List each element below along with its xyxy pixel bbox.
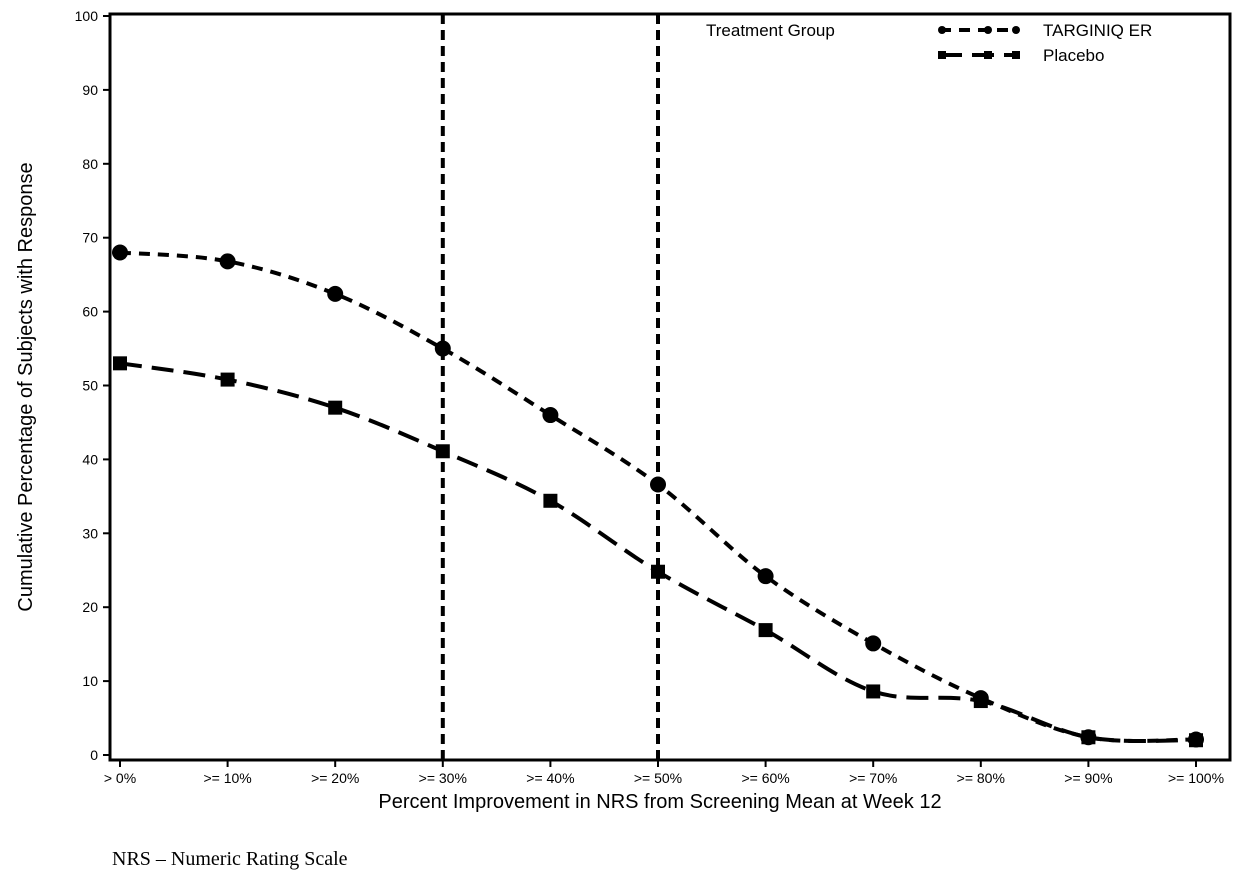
data-point: [112, 244, 128, 261]
x-tick-label: >= 70%: [849, 770, 897, 786]
data-point: [757, 568, 774, 585]
x-tick-label: >= 60%: [741, 770, 789, 786]
data-point: [758, 623, 773, 638]
markers-layer: [112, 244, 1204, 748]
footnote: NRS – Numeric Rating Scale: [112, 848, 348, 870]
data-point: [866, 684, 881, 699]
y-tick-label: 90: [82, 82, 98, 98]
data-point: [650, 476, 666, 493]
data-point: [435, 444, 450, 459]
data-point: [219, 253, 236, 270]
y-tick-label: 30: [82, 525, 98, 541]
y-tick-label: 50: [82, 378, 98, 394]
data-point: [328, 400, 343, 415]
y-axis-label: Cumulative Percentage of Subjects with R…: [15, 162, 37, 611]
legend: Treatment Group TARGINIQ ER Placebo: [706, 21, 1152, 65]
x-axis-label: Percent Improvement in NRS from Screenin…: [378, 791, 941, 813]
legend-marker: [1012, 51, 1020, 59]
data-point: [113, 356, 127, 371]
plot-frame: [108, 12, 1232, 762]
data-point: [543, 493, 558, 508]
legend-label: Placebo: [1043, 46, 1104, 65]
y-tick-label: 40: [82, 451, 98, 467]
x-tick-label: >= 90%: [1064, 770, 1112, 786]
data-point: [542, 407, 559, 424]
data-point: [434, 340, 451, 357]
data-point: [1189, 733, 1203, 748]
x-tick-label: >= 20%: [311, 770, 359, 786]
data-point: [973, 694, 988, 709]
x-tick-label: >= 30%: [419, 770, 467, 786]
data-point: [327, 285, 344, 302]
legend-item: TARGINIQ ER: [938, 21, 1152, 40]
data-point: [220, 372, 235, 387]
x-tick-label: >= 40%: [526, 770, 574, 786]
legend-item: Placebo: [938, 46, 1104, 65]
y-tick-label: 100: [75, 8, 99, 24]
x-tick-label: >= 50%: [634, 770, 682, 786]
legend-marker: [984, 51, 992, 59]
y-axis: 0 10 20 30 40 50 60 70 80 90 100: [75, 8, 110, 763]
data-point: [651, 564, 665, 579]
legend-title: Treatment Group: [706, 21, 835, 40]
x-tick-label: > 0%: [104, 770, 136, 786]
legend-marker: [938, 51, 946, 59]
y-tick-label: 0: [90, 747, 98, 763]
y-tick-label: 80: [82, 156, 98, 172]
legend-marker: [984, 26, 992, 34]
data-point: [865, 635, 882, 652]
x-tick-label: >= 80%: [957, 770, 1005, 786]
legend-label: TARGINIQ ER: [1043, 21, 1152, 40]
y-tick-label: 70: [82, 230, 98, 246]
legend-marker: [938, 26, 946, 34]
data-point: [1081, 730, 1096, 745]
x-tick-label: >= 100%: [1168, 770, 1224, 786]
legend-marker: [1012, 26, 1020, 34]
y-tick-label: 10: [82, 673, 98, 689]
y-tick-label: 60: [82, 304, 98, 320]
reference-lines: [440, 14, 660, 760]
y-tick-label: 20: [82, 599, 98, 615]
x-axis: > 0% >= 10% >= 20% >= 30% >= 40% >= 50% >= 60%…: [104, 760, 1224, 786]
x-tick-label: >= 10%: [203, 770, 251, 786]
